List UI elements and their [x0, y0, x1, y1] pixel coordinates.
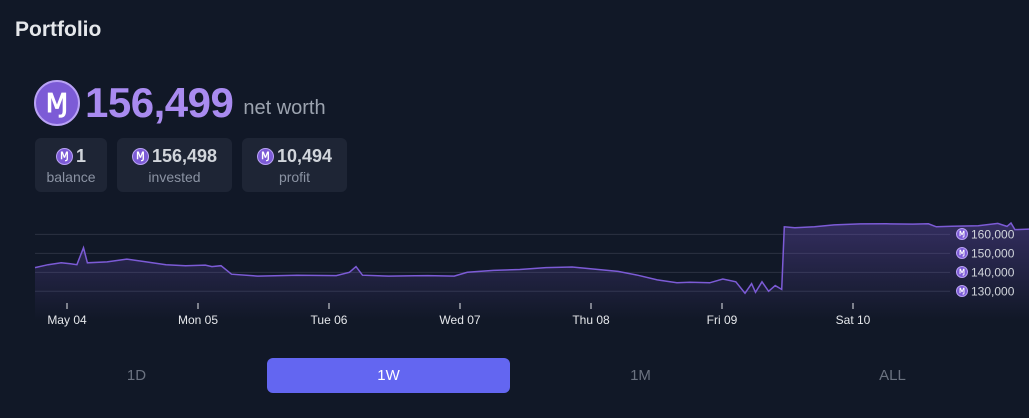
mana-coin-icon: Ɱ [55, 147, 73, 165]
tab-1d[interactable]: 1D [126, 367, 147, 384]
invested-label: invested [148, 168, 201, 185]
balance-value: 1 [75, 145, 86, 166]
x-tick-label: Mon 05 [178, 313, 218, 327]
y-tick-label: 140,000 [971, 265, 1015, 279]
net-worth-value: 156,499 [85, 79, 234, 126]
invested-card: Ɱ 156,498 invested [117, 138, 232, 192]
mana-coin-icon: Ɱ [956, 228, 968, 241]
mana-coin-icon: Ɱ [956, 266, 968, 279]
portfolio-chart-svg[interactable]: May 04 Mon 05 Tue 06 Wed 07 Thu 08 Fri 09 Sat … [0, 195, 1029, 330]
net-worth-label: net worth [243, 96, 326, 119]
balance-label: balance [46, 168, 96, 185]
x-tick-label: Tue 06 [311, 313, 348, 327]
chart-area [35, 223, 1029, 320]
mana-coin-icon: Ɱ [956, 247, 968, 260]
portfolio-chart[interactable]: May 04 Mon 05 Tue 06 Wed 07 Thu 08 Fri 09 Sat … [0, 195, 1029, 335]
tab-1w[interactable]: 1W [267, 358, 510, 393]
y-tick-label: 160,000 [971, 227, 1015, 241]
mana-coin-icon: Ɱ [34, 80, 80, 126]
profit-label: profit [278, 168, 311, 185]
invested-value: 156,498 [151, 145, 218, 166]
net-worth: Ɱ 156,499 net worth [34, 78, 326, 128]
range-tabs: 1D 1W 1M ALL [0, 358, 1029, 393]
x-tick-label: Fri 09 [707, 313, 738, 327]
mana-coin-icon: Ɱ [131, 147, 149, 165]
tab-all[interactable]: ALL [879, 367, 906, 384]
y-tick-label: 150,000 [971, 246, 1015, 260]
page-title: Portfolio [15, 18, 102, 41]
tab-1m[interactable]: 1M [630, 367, 651, 384]
x-tick-label: Wed 07 [439, 313, 480, 327]
mana-coin-icon: Ɱ [256, 147, 274, 165]
x-tick-label: Sat 10 [836, 313, 871, 327]
chart-line [34, 221, 1029, 295]
x-tick-label: Thu 08 [572, 313, 610, 327]
balance-card: Ɱ 1 balance [35, 138, 107, 192]
mana-coin-icon: Ɱ [956, 285, 968, 298]
x-tick-label: May 04 [47, 313, 87, 327]
profit-card: Ɱ 10,494 profit [242, 138, 347, 192]
y-tick-label: 130,000 [971, 284, 1015, 298]
profit-value: 10,494 [276, 145, 333, 166]
